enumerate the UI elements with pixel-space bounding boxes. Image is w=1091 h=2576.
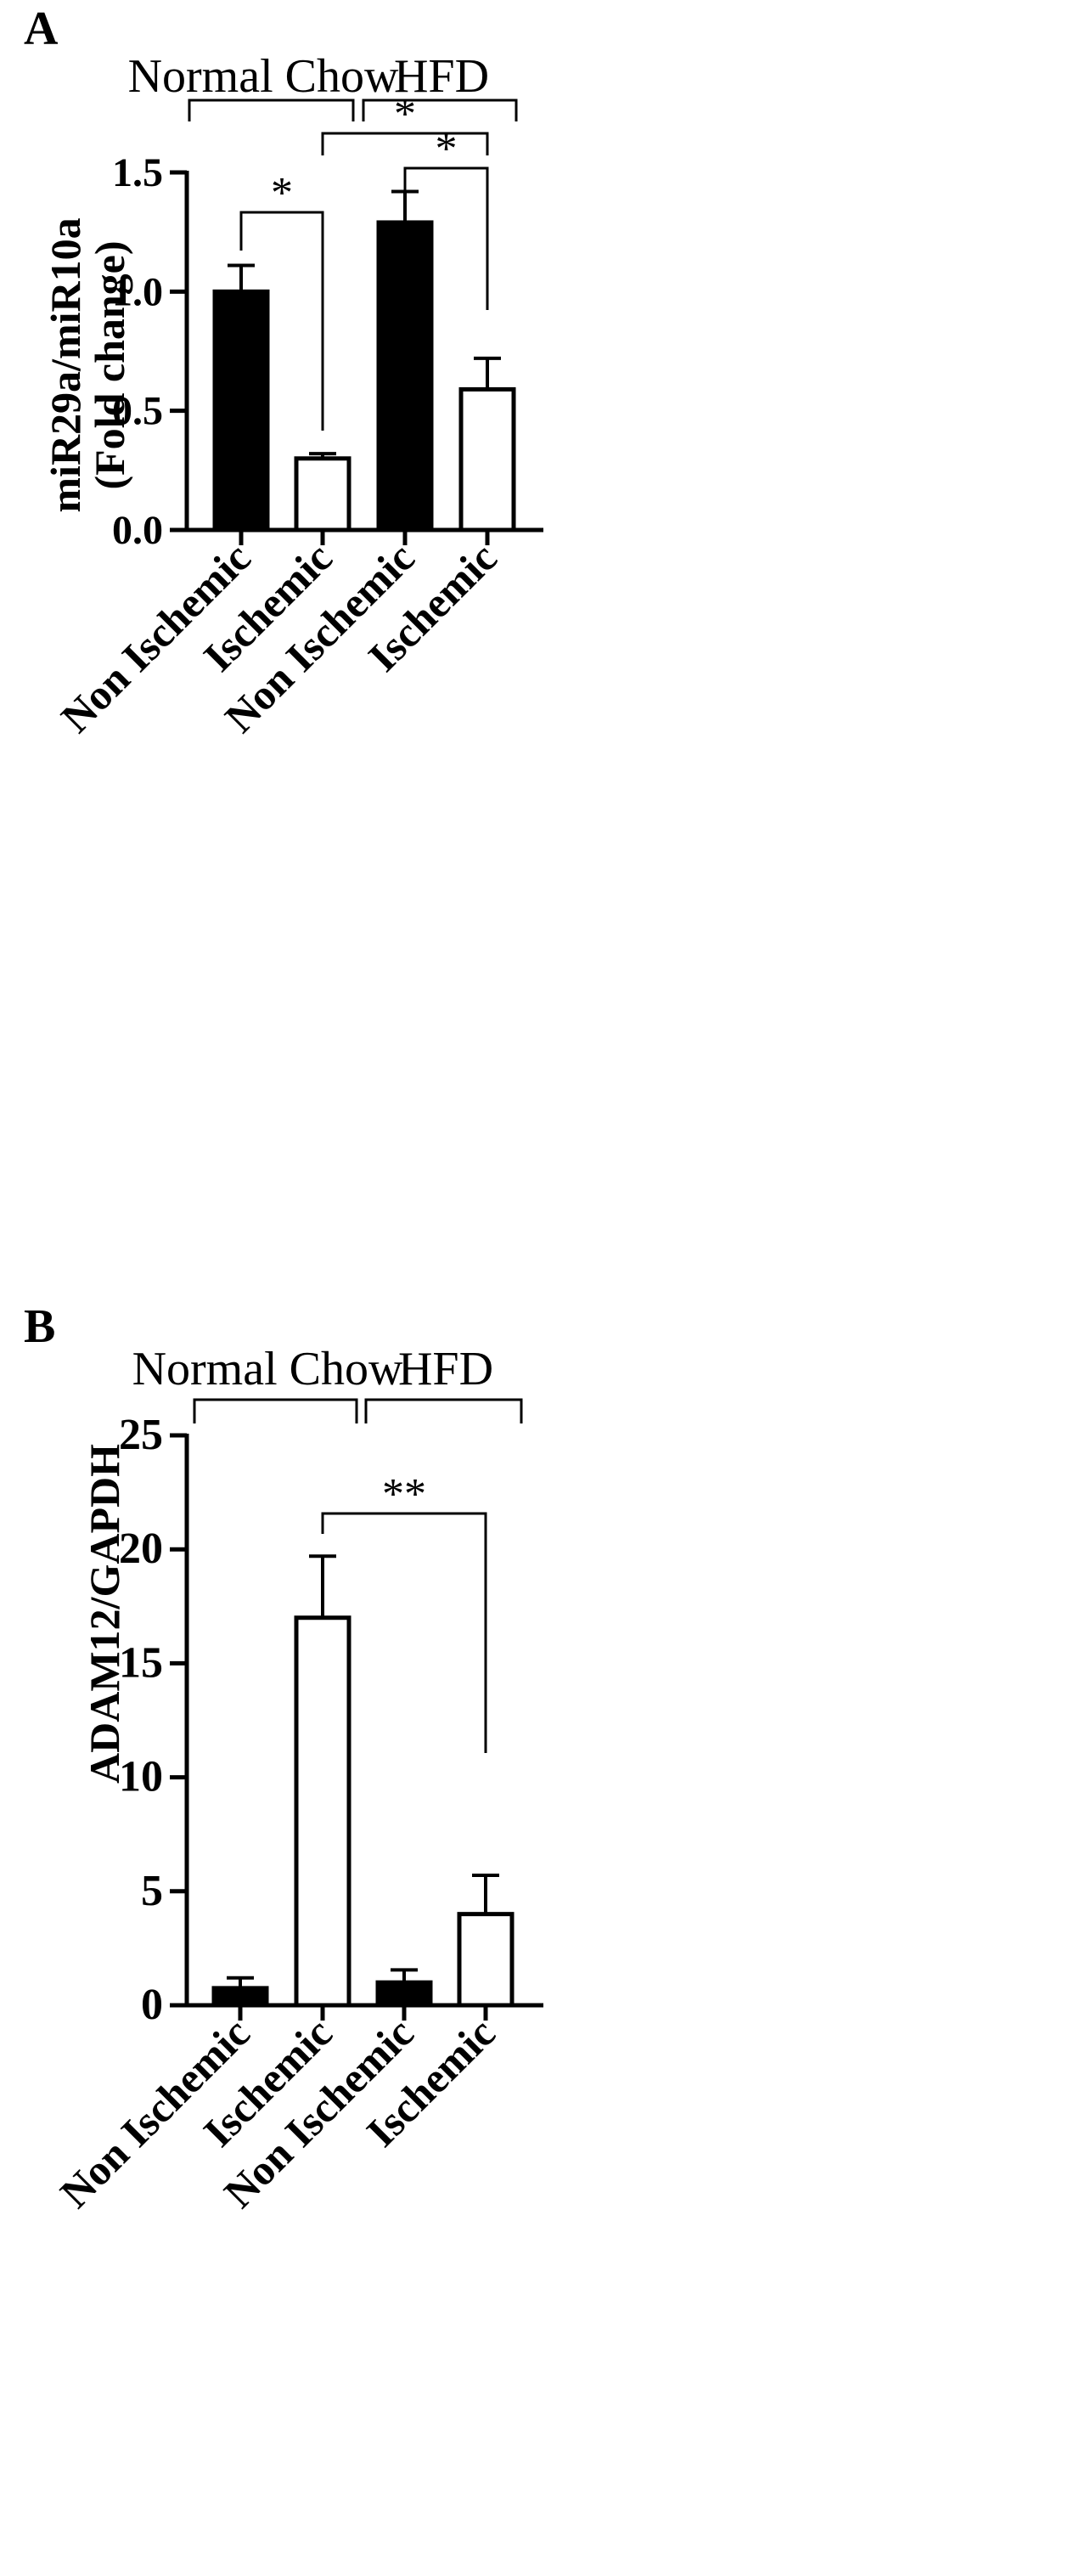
panel-letter-b: B <box>24 1300 55 1353</box>
group-bracket-normal-chow-b <box>193 1398 358 1423</box>
bar <box>458 386 516 533</box>
group-label-hfd: HFD <box>394 50 489 103</box>
y-axis-label-line1: miR29a/miR10a <box>42 217 89 512</box>
panel-letter-a: A <box>24 3 59 55</box>
significance-label: * <box>394 90 416 138</box>
group-label-normal-chow: Normal Chow <box>128 50 399 103</box>
group-bracket-hfd <box>362 99 518 121</box>
group-bracket-normal-chow <box>188 99 355 121</box>
group-label-hfd-b: HFD <box>398 1343 493 1395</box>
y-tick-label: 0.0 <box>112 508 163 553</box>
bars-a <box>212 189 516 533</box>
bar <box>376 220 434 533</box>
y-tick-label: 10 <box>119 1753 163 1801</box>
significance-bracket <box>321 1512 487 1753</box>
significance-a: *** <box>239 90 489 431</box>
y-tick-label: 0.5 <box>112 389 163 434</box>
y-axis-label-b: ADAM12/GAPDH <box>81 1444 128 1784</box>
bars-b <box>211 1554 515 2008</box>
y-tick-label: 25 <box>119 1411 163 1459</box>
significance-bracket <box>321 132 489 155</box>
group-bracket-hfd-b <box>364 1398 523 1423</box>
bar <box>294 1615 351 2008</box>
significance-bracket <box>403 166 489 310</box>
significance-bracket <box>239 211 324 431</box>
bar <box>212 289 270 533</box>
group-label-normal-chow-b: Normal Chow <box>132 1343 403 1395</box>
y-tick-label: 0 <box>141 1981 163 2029</box>
y-tick-label: 5 <box>141 1867 163 1915</box>
significance-label: ** <box>382 1470 426 1519</box>
y-ticks-a: 0.0 0.5 1.0 1.5 <box>112 150 543 553</box>
panel-b: B Normal Chow HFD ADAM12/GAPDH 0 5 10 15 20 2… <box>24 1300 543 2217</box>
y-tick-label: 1.0 <box>112 269 163 314</box>
y-tick-label: 20 <box>119 1525 163 1573</box>
bar <box>294 456 351 533</box>
significance-b: ** <box>321 1470 487 1753</box>
y-tick-label: 15 <box>119 1638 163 1687</box>
y-ticks-b: 0 5 10 15 20 25 <box>119 1411 543 2029</box>
bar <box>375 1980 433 2008</box>
y-tick-label: 1.5 <box>112 150 163 195</box>
y-axis-label-line2: (Fold change) <box>86 240 133 489</box>
bar <box>211 1986 269 2008</box>
significance-label: * <box>271 169 293 217</box>
bar <box>457 1912 515 2008</box>
panel-a: A Normal Chow HFD miR29a/miR10a (Fold ch… <box>24 3 543 741</box>
